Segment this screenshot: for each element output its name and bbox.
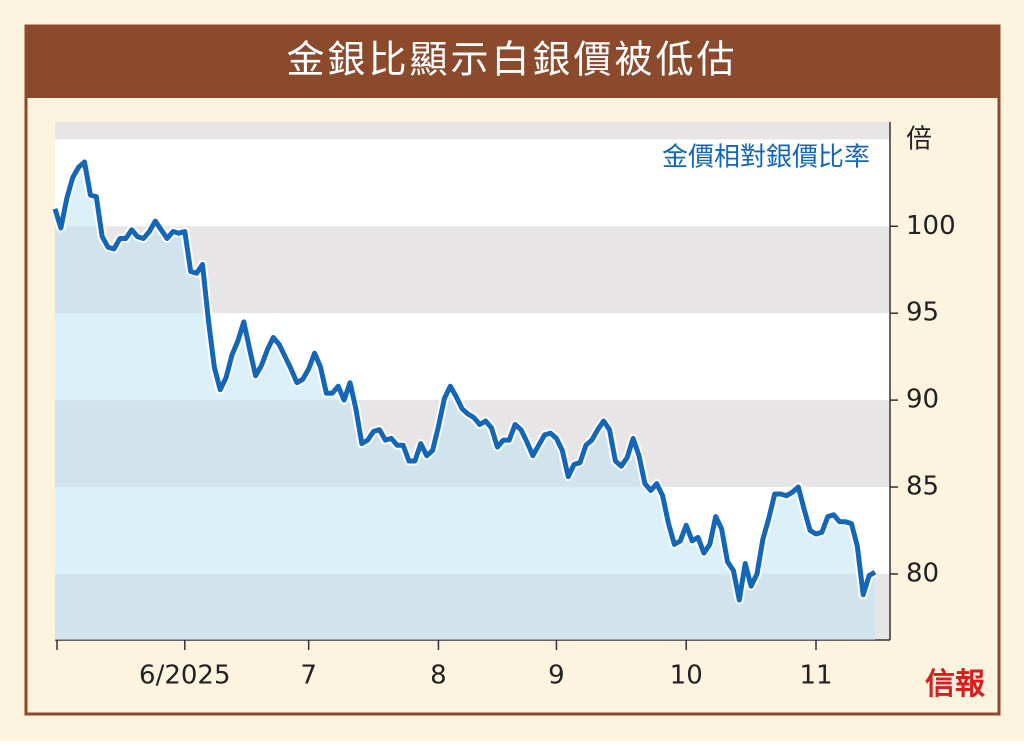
x-tick-label: 6/2025 <box>139 661 230 691</box>
x-tick-label: 10 <box>670 661 703 691</box>
y-tick-label: 90 <box>906 385 939 415</box>
x-tick-label: 9 <box>548 661 565 691</box>
line <box>52 159 877 603</box>
plot-area: 80 85 90 95 100 6/2025 7 8 9 10 11 <box>50 122 956 691</box>
x-tick-label: 8 <box>430 661 447 691</box>
y-tick-label: 100 <box>906 211 956 241</box>
y-tick-label: 95 <box>906 298 939 328</box>
y-tick-label: 85 <box>906 472 939 502</box>
y-unit: 倍 <box>906 125 932 155</box>
source: 信報 <box>925 667 986 702</box>
x-tick-label: 7 <box>300 661 317 691</box>
title-bar <box>26 26 999 98</box>
area-fill <box>55 162 875 640</box>
x-tick-label: 11 <box>799 661 832 691</box>
chart-title: 金銀比顯示白銀價被低估 <box>286 38 737 82</box>
grid-band <box>55 139 890 227</box>
y-tick-label: 80 <box>906 558 939 588</box>
annotation: 金價相對銀價比率 <box>662 143 870 173</box>
